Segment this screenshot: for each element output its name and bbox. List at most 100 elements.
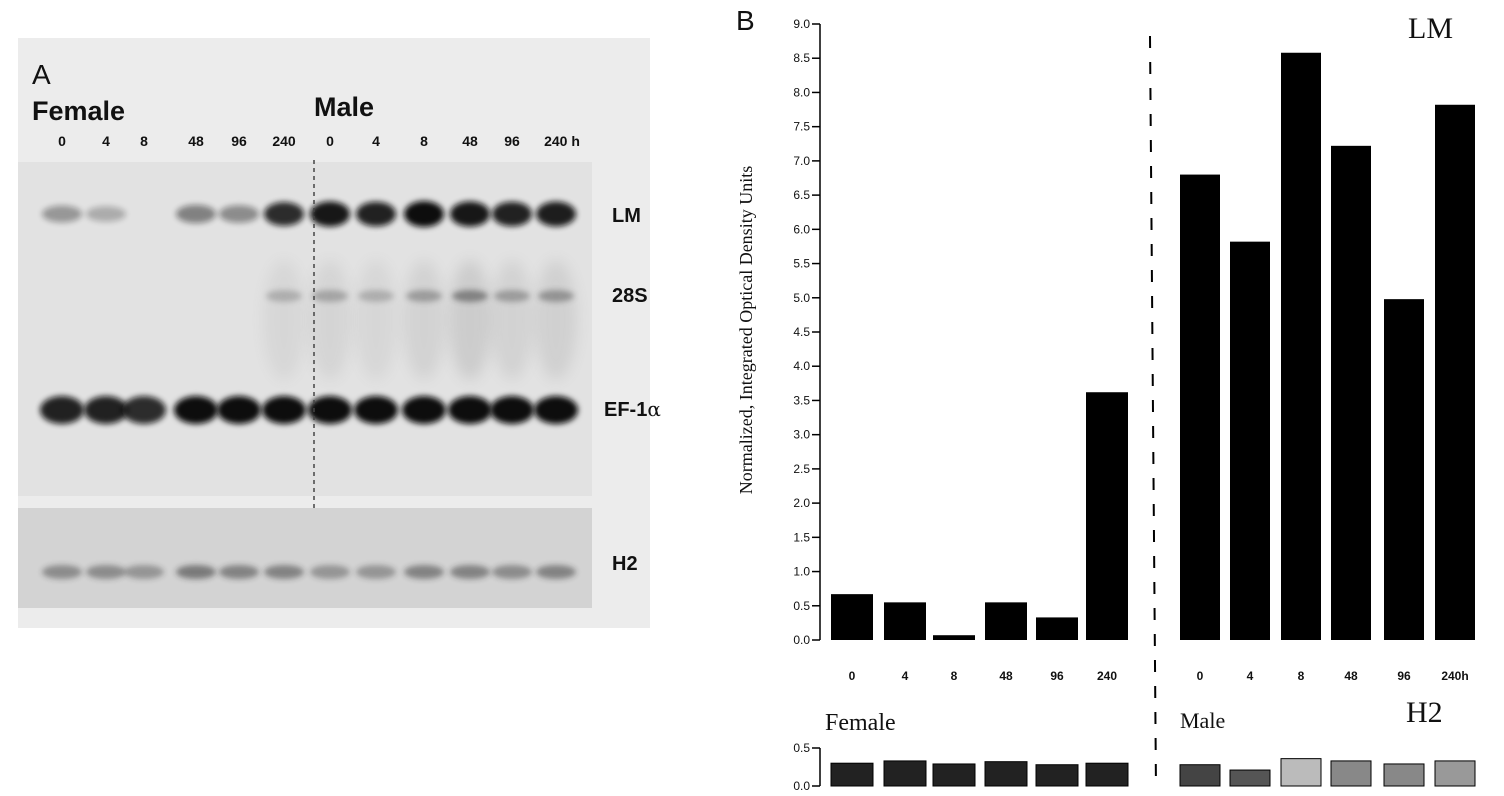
- blot-h2-band: [86, 565, 126, 579]
- blot-lm-band: [450, 201, 490, 227]
- h2-tick-label: 0.5: [793, 741, 810, 755]
- h2-bar: [1179, 764, 1221, 787]
- h2-bar: [1434, 760, 1476, 787]
- bar-series: [831, 52, 1475, 641]
- x-tick-label: 4: [1247, 669, 1254, 683]
- h2-bar: [1229, 769, 1271, 787]
- bar: [1230, 241, 1270, 641]
- y-tick-label: 3.5: [793, 393, 810, 407]
- bar: [1331, 145, 1371, 640]
- h2-bar: [1280, 758, 1322, 787]
- y-tick-label: 6.5: [793, 188, 810, 202]
- blot-h2-band: [219, 565, 259, 579]
- panel-b-label: B: [736, 5, 755, 36]
- x-tick-label: 240: [1097, 669, 1117, 683]
- density-bar-chart: B LM H2 Normalized, Integrated Optical D…: [736, 5, 1476, 793]
- y-tick-label: 4.0: [793, 359, 810, 373]
- y-tick-label: 7.0: [793, 154, 810, 168]
- blot-smear: [355, 260, 397, 380]
- h2-bar: [1085, 762, 1129, 787]
- blot-smear: [403, 260, 445, 380]
- x-tick-label: 240h: [1441, 669, 1468, 683]
- x-tick-label: 0: [849, 669, 856, 683]
- bar: [933, 635, 975, 640]
- y-tick-label: 8.0: [793, 85, 810, 99]
- blot-lane-label: 4: [102, 133, 110, 149]
- blot-ef1a-band: [308, 396, 352, 424]
- blot-ef1a-band: [490, 396, 534, 424]
- bar: [1036, 617, 1078, 640]
- blot-smear: [263, 260, 305, 380]
- blot-28s-label: 28S: [612, 285, 648, 307]
- blot-lm-band: [536, 201, 576, 227]
- panel-a-label: A: [32, 59, 51, 90]
- x-tick-label: 96: [1050, 669, 1064, 683]
- blot-lane-label: 8: [420, 133, 428, 149]
- x-tick-label: 96: [1397, 669, 1411, 683]
- blot-lm-band: [404, 201, 444, 227]
- blot-ef1-alpha: α: [647, 397, 661, 421]
- blot-lane-label: 48: [462, 133, 478, 149]
- bar: [985, 602, 1027, 640]
- blot-ef1a-band: [354, 396, 398, 424]
- blot-smear: [491, 260, 533, 380]
- x-tick-label: 4: [902, 669, 909, 683]
- blot-lane-label: 96: [231, 133, 247, 149]
- blot-lane-label: 48: [188, 133, 204, 149]
- blot-lane-label: 240 h: [544, 133, 580, 149]
- blot-lane-label: 4: [372, 133, 380, 149]
- blot-h2-band: [404, 565, 444, 579]
- blot-lm-band: [86, 206, 126, 222]
- blot-ef1-text: EF-1: [604, 399, 647, 421]
- y-tick-label: 4.5: [793, 325, 810, 339]
- blot-female-title: Female: [32, 96, 125, 126]
- blot-smear: [535, 260, 577, 380]
- y-tick-label: 7.5: [793, 120, 810, 134]
- y-tick-label: 8.5: [793, 51, 810, 65]
- y-tick-label: 1.5: [793, 530, 810, 544]
- x-tick-label: 8: [1298, 669, 1305, 683]
- inset-h2-label: H2: [1406, 696, 1443, 729]
- blot-lane-label: 0: [326, 133, 334, 149]
- x-tick-label: 0: [1197, 669, 1204, 683]
- blot-ef1a-band: [217, 396, 261, 424]
- y-tick-label: 0.0: [793, 633, 810, 647]
- blot-h2-band: [492, 565, 532, 579]
- blot-h2-band: [536, 565, 576, 579]
- blot-lm-band: [356, 201, 396, 227]
- blot-ef1a-band: [262, 396, 306, 424]
- y-axis: 0.0 0.5 1.0 1.5 2.0 2.5 3.0 3.5 4.0 4.5 5.0 5.5 6.0 6…: [793, 17, 821, 647]
- blot-ef1a-band: [448, 396, 492, 424]
- blot-h2-band: [450, 565, 490, 579]
- h2-bar: [984, 761, 1028, 787]
- blot-lane-label: 240: [272, 133, 296, 149]
- y-tick-label: 0.5: [793, 599, 810, 613]
- blot-ef1a-band: [84, 396, 128, 424]
- blot-lm-band: [42, 205, 82, 223]
- y-tick-label: 2.0: [793, 496, 810, 510]
- blot-ef1a-band: [402, 396, 446, 424]
- blot-h2-band: [176, 565, 216, 579]
- y-tick-label: 3.0: [793, 428, 810, 442]
- bar: [831, 594, 873, 640]
- bar: [1384, 299, 1424, 640]
- x-tick-label: 48: [999, 669, 1013, 683]
- northern-blot-panel: A Female Male 0 4 8 48 96 240 0 4 8 48 96 240 h LM …: [18, 38, 661, 628]
- h2-bar: [932, 763, 976, 787]
- blot-ef1a-band: [122, 396, 166, 424]
- blot-ef1a-band: [534, 396, 578, 424]
- blot-lm-band: [264, 202, 304, 226]
- h2-bar: [1035, 764, 1079, 787]
- x-tick-label: 8: [951, 669, 958, 683]
- blot-h2-label: H2: [612, 553, 638, 575]
- group-divider-line: [1149, 35, 1157, 791]
- blot-h2-band: [42, 565, 82, 579]
- h2-y-axis: 0.0 0.5: [793, 741, 821, 793]
- x-tick-label: 48: [1344, 669, 1358, 683]
- blot-ef1a-band: [40, 396, 84, 424]
- bar: [1180, 174, 1220, 641]
- h2-bar: [883, 760, 927, 787]
- blot-lm-label: LM: [612, 205, 641, 227]
- bar: [884, 602, 926, 640]
- blot-h2-band: [264, 565, 304, 579]
